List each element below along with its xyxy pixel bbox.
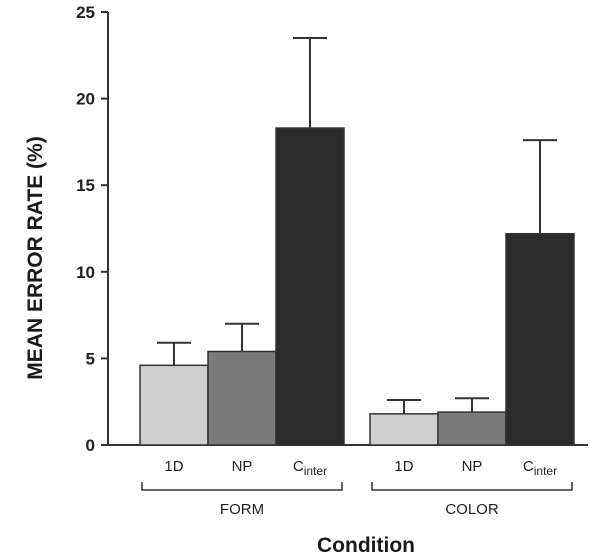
x-tick-label: Cinter bbox=[523, 458, 557, 478]
group-bracket bbox=[371, 482, 573, 491]
chart-bars bbox=[139, 36, 575, 446]
group-label-color: COLOR bbox=[445, 501, 499, 518]
x-tick-label-subscript: inter bbox=[534, 464, 557, 478]
bar-color-np bbox=[437, 411, 507, 446]
y-tick-label: 15 bbox=[76, 176, 95, 195]
y-tick-label: 0 bbox=[86, 436, 95, 455]
bar-color-1d bbox=[369, 413, 439, 446]
group-label-form: FORM bbox=[220, 501, 264, 518]
x-tick-label: 1D bbox=[394, 458, 413, 475]
y-tick-label: 10 bbox=[76, 263, 95, 282]
x-tick-label-subscript: inter bbox=[304, 464, 327, 478]
y-tick-label: 20 bbox=[76, 90, 95, 109]
group-bracket bbox=[141, 482, 343, 491]
bar-form-np bbox=[207, 350, 277, 446]
x-tick-label: 1D bbox=[164, 458, 183, 475]
x-tick-label: Cinter bbox=[293, 458, 327, 478]
x-axis-title: Condition bbox=[317, 534, 415, 557]
y-axis-title: MEAN ERROR RATE (%) bbox=[24, 136, 47, 379]
bar-form-cinter bbox=[275, 127, 345, 446]
chart-labels: 1D NP Cinter FORM 1D NP Cinter COLOR bbox=[141, 458, 573, 518]
x-tick-label: NP bbox=[232, 458, 253, 475]
bar-form-1d bbox=[139, 364, 209, 446]
bar-color-cinter bbox=[505, 232, 575, 446]
y-tick-label: 5 bbox=[86, 349, 95, 368]
y-tick-label: 25 bbox=[76, 3, 95, 22]
x-tick-label: NP bbox=[462, 458, 483, 475]
